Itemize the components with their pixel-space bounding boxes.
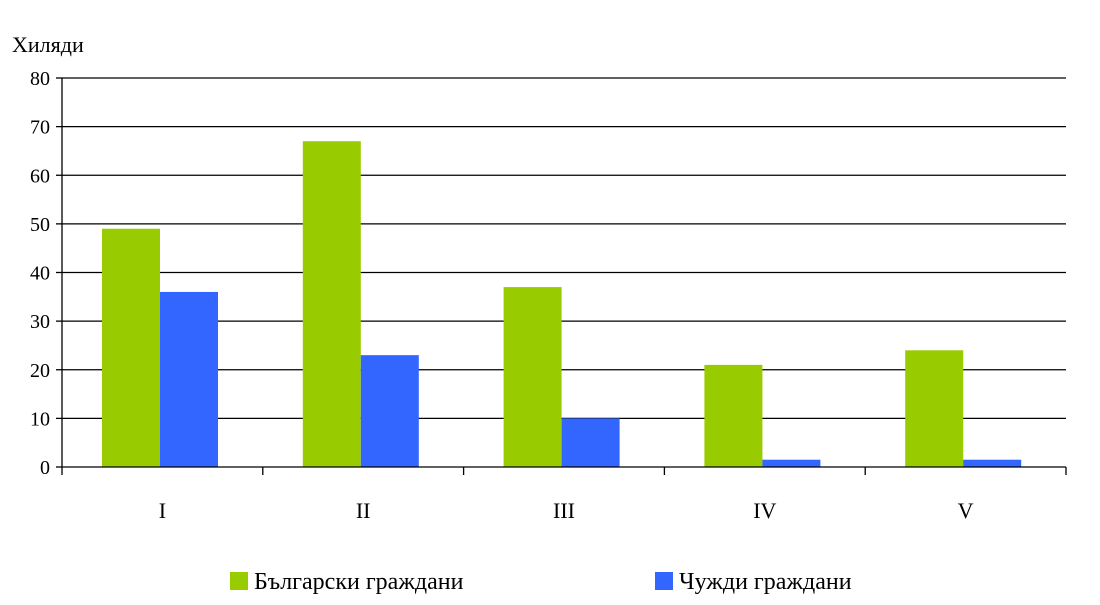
bar-bulgarian-II	[302, 141, 361, 467]
bar-bulgarian-IV	[704, 364, 763, 467]
bar-foreign-III	[561, 418, 620, 467]
x-tick-label-I: I	[159, 498, 166, 523]
legend: Български граждани Чужди граждани	[230, 569, 852, 595]
y-tick-label-40: 40	[30, 263, 50, 285]
legend-swatch-bulgarian	[230, 572, 248, 590]
bar-bulgarian-III	[503, 287, 562, 467]
legend-label-bulgarian: Български граждани	[254, 569, 464, 595]
x-tick-label-II: II	[356, 498, 371, 523]
bars	[102, 141, 1022, 467]
y-tick-label-20: 20	[30, 360, 50, 382]
legend-swatch-foreign	[655, 572, 673, 590]
x-tick-label-V: V	[958, 498, 974, 523]
x-tick-label-III: III	[553, 498, 575, 523]
y-tick-label-80: 80	[30, 68, 50, 90]
bar-foreign-IV	[762, 459, 821, 467]
bar-foreign-V	[963, 459, 1022, 467]
bar-bulgarian-V	[905, 350, 964, 467]
y-tick-label-10: 10	[30, 408, 50, 430]
gridlines	[62, 77, 1066, 420]
y-axis-label: Хиляди	[12, 32, 84, 57]
x-tick-label-IV: IV	[753, 498, 776, 523]
y-tick-label-60: 60	[30, 165, 50, 187]
axes	[56, 77, 1067, 475]
bar-foreign-II	[360, 355, 419, 467]
y-tick-label-30: 30	[30, 311, 50, 333]
y-tick-label-70: 70	[30, 117, 50, 139]
y-tick-label-50: 50	[30, 214, 50, 236]
legend-label-foreign: Чужди граждани	[679, 569, 852, 595]
y-tick-label-0: 0	[40, 457, 50, 479]
bar-bulgarian-I	[102, 228, 160, 467]
bar-foreign-I	[160, 291, 218, 467]
